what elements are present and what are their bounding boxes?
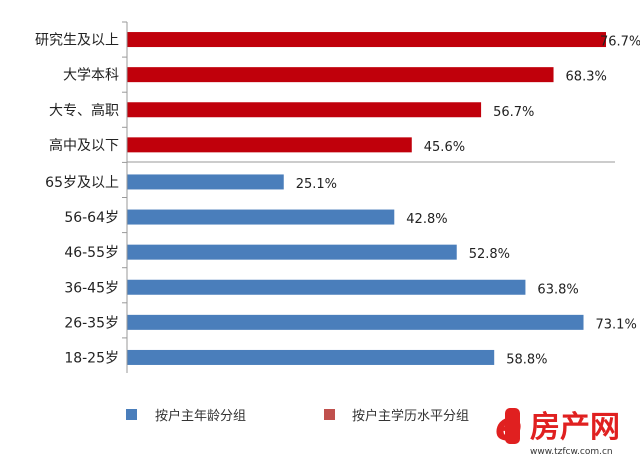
value-label: 56.7% [493, 105, 534, 120]
bar-2 [127, 102, 482, 118]
value-label: 68.3% [566, 70, 607, 85]
value-label: 63.8% [537, 282, 578, 297]
bar-1 [127, 67, 554, 83]
value-label: 73.1% [596, 317, 637, 332]
bar-6 [127, 244, 457, 260]
category-label: 高中及以下 [49, 137, 119, 154]
bar-9 [127, 349, 495, 365]
value-label: 58.8% [506, 352, 547, 367]
category-label: 26-35岁 [64, 315, 119, 331]
bar-7 [127, 279, 526, 295]
watermark-url: www.tzfcw.com.cn [530, 447, 613, 457]
legend-label-education: 按户主学历水平分组 [352, 408, 469, 424]
category-label: 18-25岁 [64, 350, 119, 366]
category-label: 36-45岁 [64, 280, 119, 296]
category-label: 大学本科 [63, 68, 119, 84]
category-label: 56-64岁 [64, 210, 119, 226]
value-label: 76.7% [600, 35, 640, 50]
svg-text:房产网: 房产网 [530, 410, 620, 445]
bar-8 [127, 314, 584, 330]
bar-5 [127, 209, 395, 225]
bar-4 [127, 174, 284, 190]
legend-label-age: 按户主年龄分组 [155, 408, 246, 424]
watermark-logo: e 房产网 www.tzfcw.com.cn [495, 404, 620, 457]
legend-swatch-education [324, 409, 335, 420]
category-label: 65岁及以上 [45, 175, 119, 191]
value-label: 25.1% [296, 177, 337, 192]
category-label: 46-55岁 [64, 245, 119, 261]
bar-3 [127, 137, 412, 153]
category-label: 研究生及以上 [35, 33, 119, 49]
legend-swatch-age [126, 409, 137, 420]
value-label: 45.6% [424, 140, 465, 155]
bar-0 [127, 32, 606, 48]
value-label: 42.8% [406, 212, 447, 227]
legend: 按户主年龄分组 按户主学历水平分组 [126, 408, 469, 424]
category-label: 大专、高职 [49, 102, 119, 119]
value-label: 52.8% [469, 247, 510, 262]
